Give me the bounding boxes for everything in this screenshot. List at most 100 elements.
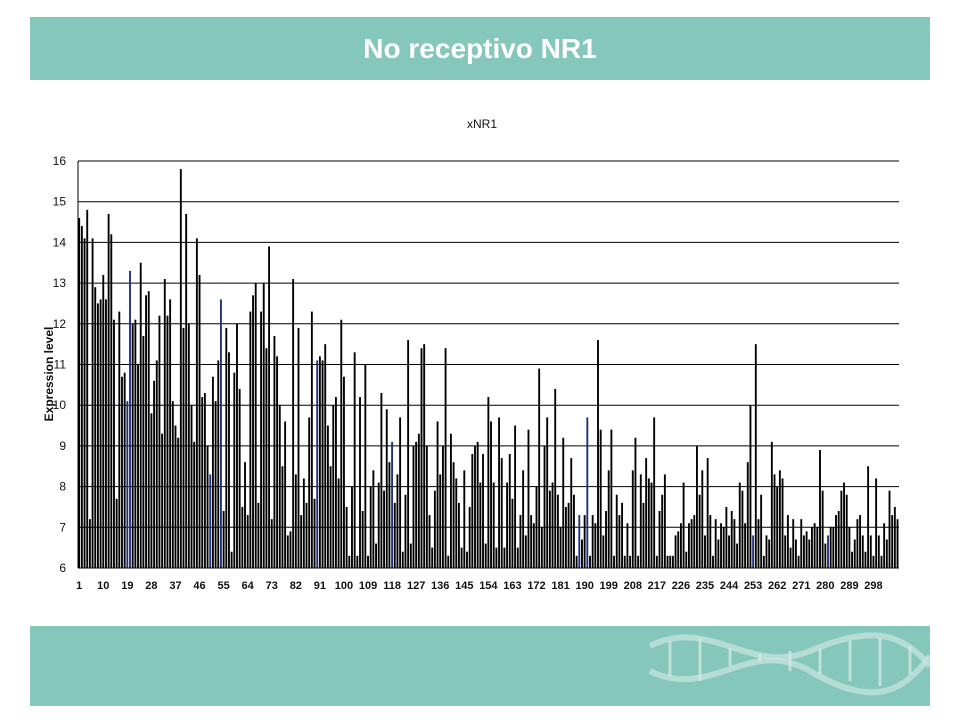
bar xyxy=(811,527,813,568)
bar xyxy=(688,523,690,568)
bar xyxy=(861,535,864,568)
bar xyxy=(326,425,329,568)
bar xyxy=(757,519,760,568)
bar xyxy=(195,238,198,568)
bar xyxy=(495,547,498,568)
bar xyxy=(535,486,538,568)
bar xyxy=(634,437,637,568)
bar xyxy=(800,519,803,568)
bar xyxy=(701,470,704,568)
bar xyxy=(428,515,431,568)
bar xyxy=(91,238,94,568)
bar xyxy=(468,506,471,568)
y-axis-ticks: 6 7 8 9 10 11 12 13 14 15 16 xyxy=(53,154,67,575)
bar xyxy=(696,445,698,568)
bar xyxy=(463,470,466,568)
bar xyxy=(736,543,739,568)
bar xyxy=(131,323,134,568)
x-tick-label: 217 xyxy=(648,580,666,592)
bar xyxy=(134,319,137,568)
bar xyxy=(393,502,396,568)
bar xyxy=(137,364,139,568)
bar xyxy=(538,368,541,568)
bar xyxy=(666,555,669,568)
chart-container: xNR1 Expression level 6 7 8 9 10 11 12 13 14 15 16… xyxy=(40,108,920,608)
bar xyxy=(238,388,241,568)
bar xyxy=(813,523,816,568)
x-tick-label: 19 xyxy=(121,580,133,592)
bar xyxy=(827,535,829,568)
bar xyxy=(669,555,672,568)
bar-chart: xNR1 Expression level 678910111213141516… xyxy=(42,117,899,592)
x-tick-label: 82 xyxy=(290,580,302,592)
bar xyxy=(896,519,899,568)
bar xyxy=(369,486,372,568)
bar xyxy=(289,531,292,568)
bar xyxy=(113,319,115,568)
bar xyxy=(712,555,714,568)
bar xyxy=(252,295,254,568)
bar xyxy=(487,397,490,568)
x-tick-label: 172 xyxy=(527,580,545,592)
y-tick-label: 16 xyxy=(53,154,67,168)
bar xyxy=(877,535,880,568)
dna-helix-icon xyxy=(648,632,930,696)
bar xyxy=(375,543,377,568)
bar xyxy=(209,474,212,568)
bar xyxy=(482,454,484,568)
bar xyxy=(361,511,364,568)
x-tick-label: 145 xyxy=(455,580,473,592)
bar xyxy=(548,490,551,568)
bar xyxy=(540,527,543,568)
bar xyxy=(449,433,452,568)
bar xyxy=(249,311,252,568)
bar xyxy=(573,494,575,568)
bar xyxy=(281,466,284,568)
x-tick-label: 208 xyxy=(624,580,642,592)
bar xyxy=(211,376,214,568)
bar xyxy=(645,458,648,568)
x-tick-label: 91 xyxy=(314,580,326,592)
bar xyxy=(220,299,222,568)
bar xyxy=(885,539,888,568)
bar xyxy=(332,405,335,568)
bar xyxy=(583,515,586,568)
x-tick-label: 235 xyxy=(696,580,714,592)
bar xyxy=(770,441,773,568)
bar xyxy=(391,441,394,568)
x-tick-label: 118 xyxy=(383,580,401,592)
bar xyxy=(129,270,131,568)
bar xyxy=(436,421,439,568)
bar xyxy=(383,490,385,568)
bar xyxy=(158,315,161,568)
bar xyxy=(893,506,896,568)
bar xyxy=(388,462,391,568)
bar xyxy=(650,482,653,568)
bar xyxy=(754,344,757,568)
bar xyxy=(241,506,244,568)
bar xyxy=(768,539,771,568)
bar xyxy=(843,482,845,568)
bar xyxy=(367,555,369,568)
bar xyxy=(278,405,281,568)
bar xyxy=(760,494,763,568)
bar xyxy=(824,543,827,568)
bar xyxy=(564,506,567,568)
bar xyxy=(610,429,613,568)
bar xyxy=(607,470,610,568)
bar xyxy=(690,519,693,568)
bar xyxy=(639,474,642,568)
bar xyxy=(511,498,514,568)
bar xyxy=(674,535,677,568)
bar xyxy=(458,502,460,568)
bar xyxy=(615,494,618,568)
x-tick-label: 64 xyxy=(242,580,255,592)
y-tick-label: 13 xyxy=(53,276,67,290)
bar xyxy=(762,555,765,568)
bar xyxy=(348,555,351,568)
bar xyxy=(794,539,797,568)
bar xyxy=(829,527,832,568)
x-tick-label: 271 xyxy=(792,580,810,592)
bar xyxy=(222,511,225,568)
bar xyxy=(455,478,458,568)
